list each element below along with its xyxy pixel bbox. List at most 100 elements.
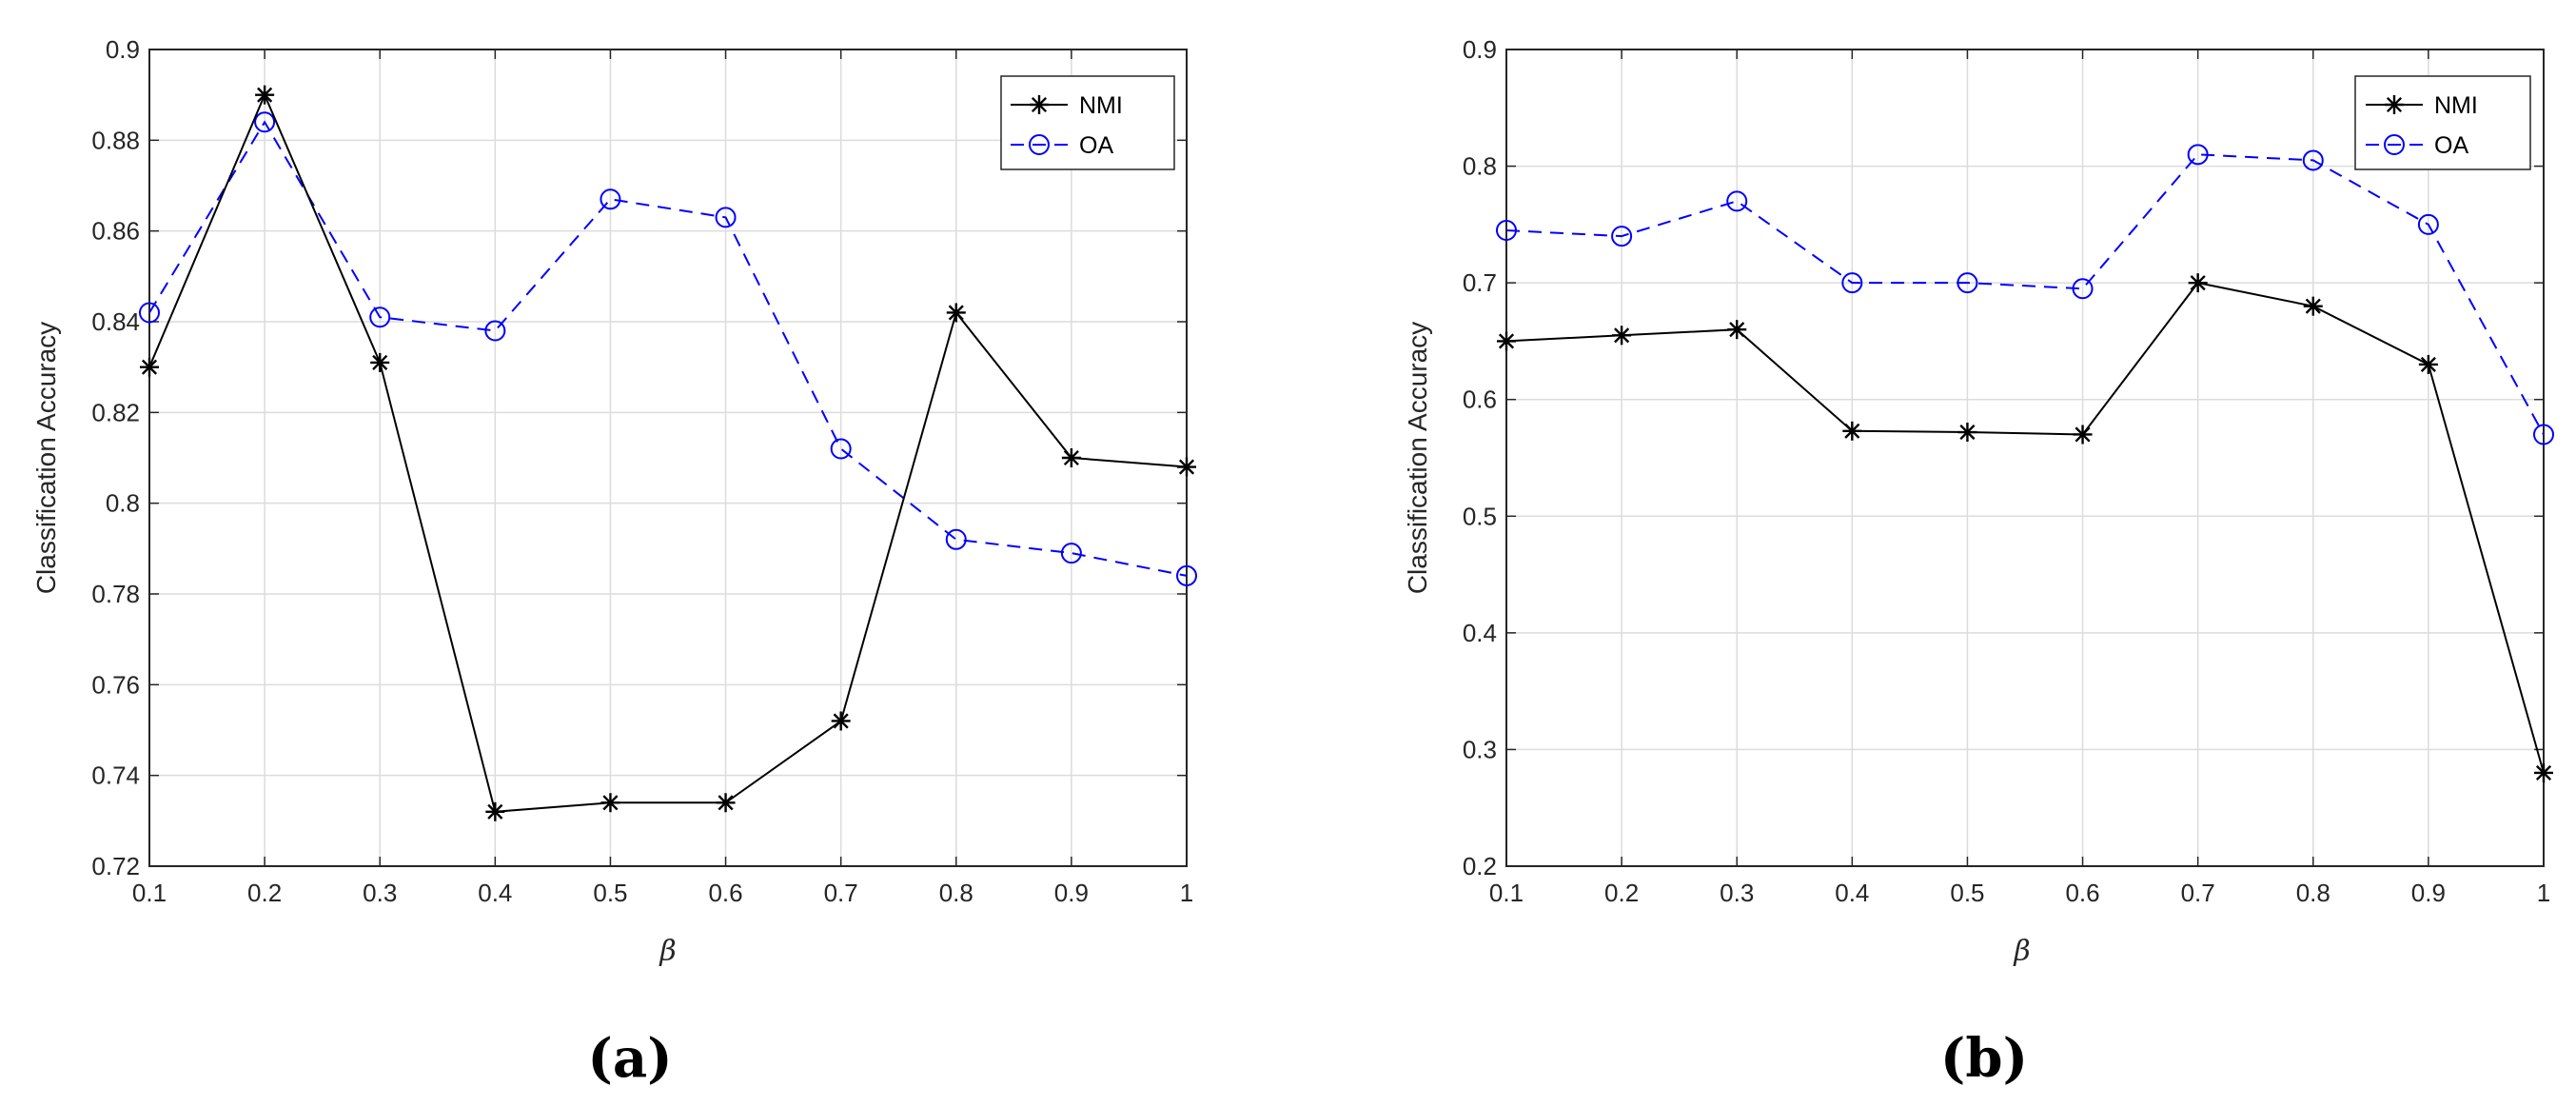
panel-b-legend-marker-oa [2384,134,2405,155]
data-point-oa [1957,272,1978,294]
data-point-nmi [946,303,966,323]
panel-a-caption: (a) [587,1027,672,1090]
data-point-oa [2072,278,2094,300]
x-tick-label: 0.6 [2065,879,2099,907]
panel-a-legend-label-oa: OA [1079,132,1113,159]
panel-a-plot-area [148,49,1188,867]
data-point-oa [2533,424,2554,445]
panel-b-legend-marker-nmi [2385,95,2404,114]
data-point-nmi [2073,425,2093,445]
y-tick-label: 0.9 [106,35,140,64]
data-point-nmi [831,711,851,731]
x-tick-label: 0.2 [247,879,282,907]
data-point-oa [2302,149,2324,171]
data-point-oa [1726,190,1748,212]
panel-a-ticks: 0.1 0.2 0.3 0.4 0.5 0.6 0.7 0.8 0.9 1 0.72 0.74 0.76… [91,35,1193,907]
panel-a-xlabel: β [659,935,676,968]
series-line-nmi [148,92,1188,813]
data-point-nmi [1727,320,1747,340]
data-point-oa [369,306,391,328]
panel-b-series [1496,144,2554,782]
panel-b: 0.1 0.2 0.3 0.4 0.5 0.6 0.7 0.8 0.9 10.20.30.40.5… [1403,35,2554,1090]
x-tick-label: 0.7 [824,879,858,907]
data-point-oa [1060,543,1082,564]
panel-a: 0.1 0.2 0.3 0.4 0.5 0.6 0.7 0.8 0.9 1 0.72 0.74 0.76… [31,35,1197,1090]
y-tick-label: 0.3 [1463,735,1497,763]
legend-asterisk [2385,95,2404,114]
panel-a-legend-label-nmi: NMI [1079,92,1123,119]
x-tick-label: 1 [2537,879,2550,907]
data-point-nmi [1612,326,1632,346]
y-tick-label: 0.82 [91,398,140,426]
panel-a-legend-marker-nmi [1030,95,1049,114]
panel-b-legend-box [2354,75,2531,170]
series-line-nmi [1505,281,2545,774]
x-tick-label: 0.3 [1720,879,1754,907]
data-point-oa [715,207,737,228]
data-point-oa [830,438,852,460]
x-tick-label: 0.5 [1950,879,1984,907]
x-tick-label: 0.9 [1054,879,1089,907]
panel-b-ylabel: Classification Accuracy [1403,322,1432,594]
data-point-oa [945,528,967,550]
x-tick-label: 0.1 [132,879,167,907]
data-point-nmi [600,793,620,813]
x-tick-label: 0.4 [1835,879,1869,907]
data-point-nmi [1842,421,1862,441]
x-tick-label: 0.9 [2411,879,2446,907]
data-point-nmi [2188,273,2208,293]
panel-b-caption: (b) [1940,1027,2028,1090]
series-line-oa [1505,153,2545,435]
data-point-oa [1496,219,1517,241]
y-tick-label: 0.74 [91,761,140,790]
data-point-oa [1611,226,1633,247]
x-tick-label: 0.8 [2296,879,2330,907]
panel-a-legend-box [1000,75,1175,170]
y-tick-label: 0.72 [91,852,140,880]
data-point-nmi [255,85,275,105]
data-point-nmi [2534,762,2553,782]
y-tick-label: 0.6 [1463,385,1497,414]
y-tick-label: 0.9 [1463,35,1497,64]
x-tick-label: 0.1 [1489,879,1524,907]
data-point-oa [1176,564,1197,586]
x-tick-label: 0.4 [478,879,512,907]
data-point-nmi [2418,354,2438,374]
panel-b-xlabel: β [2013,935,2030,968]
y-tick-label: 0.84 [91,307,140,336]
x-tick-label: 0.5 [593,879,627,907]
series-line-oa [148,120,1188,577]
data-point-nmi [2303,296,2323,316]
data-point-nmi [140,357,159,377]
data-point-oa [484,320,506,342]
panel-a-grid [148,49,1188,867]
panel-b-grid [1505,49,2545,867]
y-tick-label: 0.7 [1463,268,1497,297]
panel-a-legend-marker-oa [1029,134,1050,155]
x-tick-label: 0.8 [939,879,973,907]
panel-b-ticks: 0.1 0.2 0.3 0.4 0.5 0.6 0.7 0.8 0.9 10.20.30.40.5… [1463,35,2550,907]
y-tick-label: 0.78 [91,580,140,608]
x-tick-label: 1 [1180,879,1193,907]
data-point-oa [1841,272,1863,294]
panel-a-ylabel: Classification Accuracy [31,322,61,594]
data-point-nmi [1177,457,1196,477]
y-tick-label: 0.8 [106,489,140,518]
panel-b-plot-area [1505,49,2545,867]
y-tick-label: 0.86 [91,217,140,246]
y-tick-label: 0.2 [1463,852,1497,880]
x-tick-label: 0.2 [1604,879,1639,907]
data-point-oa [254,111,276,133]
data-point-oa [2187,144,2209,166]
data-point-oa [2417,213,2439,235]
data-point-oa [600,188,621,210]
panel-b-legend-label-nmi: NMI [2434,92,2478,119]
y-tick-label: 0.88 [91,126,140,154]
x-tick-label: 0.7 [2181,879,2215,907]
x-tick-label: 0.6 [708,879,742,907]
data-point-nmi [1957,423,1977,443]
data-point-nmi [716,793,736,813]
x-tick-label: 0.3 [363,879,397,907]
panel-a-series [139,85,1197,821]
y-tick-label: 0.4 [1463,619,1497,647]
